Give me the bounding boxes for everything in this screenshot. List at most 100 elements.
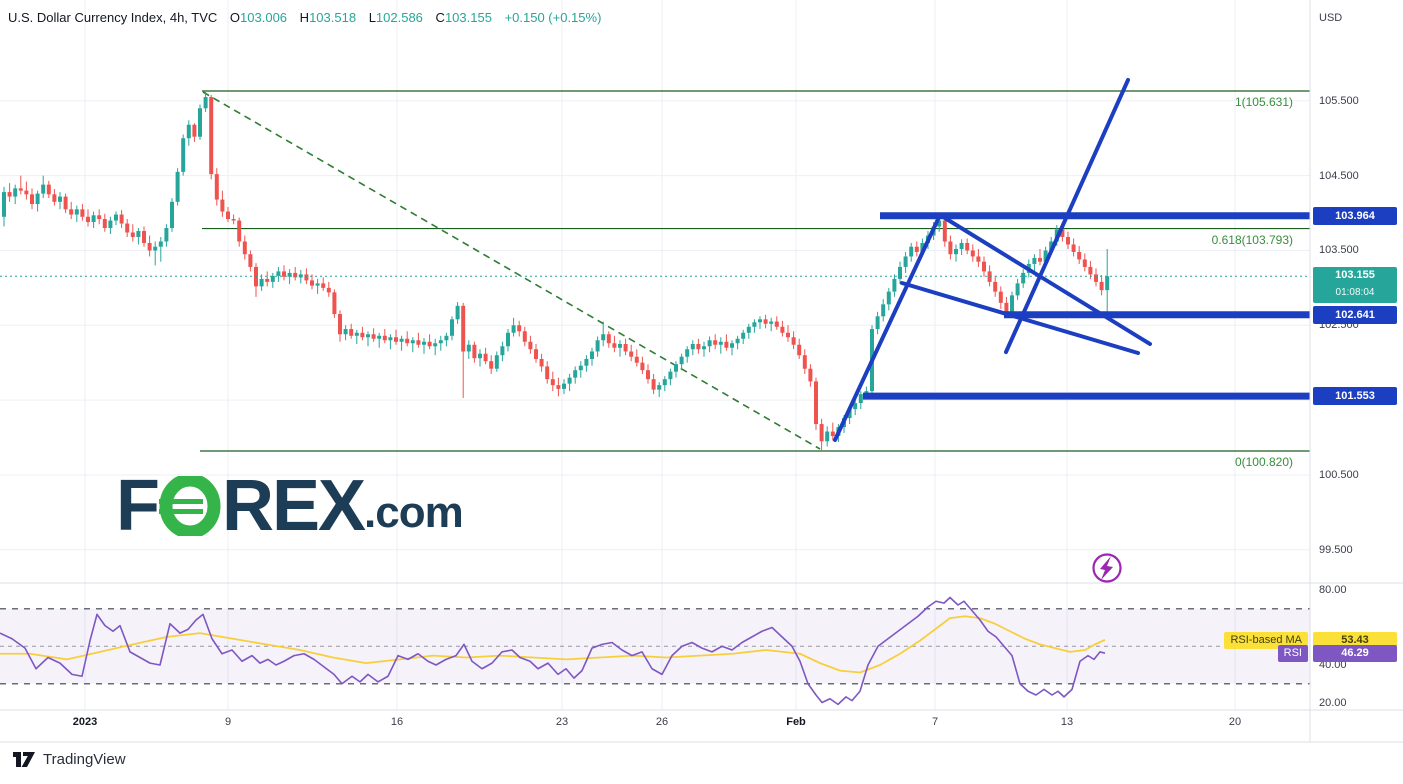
candle-body [696, 344, 701, 350]
rsi-ma-line [0, 615, 1106, 674]
candle-body [892, 278, 897, 292]
trendline[interactable] [1004, 78, 1130, 354]
time-axis-tick: 16 [390, 716, 404, 728]
candle-body [203, 97, 208, 109]
candle-body [130, 232, 135, 237]
candle-body [248, 254, 253, 267]
candle-body [478, 353, 482, 359]
candle-body [668, 371, 673, 380]
candle-body [35, 193, 40, 205]
candle-body [786, 332, 790, 338]
candle-body [735, 338, 740, 344]
time-axis-tick: 20 [1228, 716, 1242, 728]
price-axis-tick: 103.500 [1319, 244, 1359, 257]
candle-body [287, 272, 292, 277]
candle-body [1094, 274, 1098, 282]
candle-body [556, 385, 561, 389]
candle-body [489, 361, 494, 369]
candle-body [1032, 257, 1037, 264]
candle-body [315, 283, 320, 286]
candle-body [1010, 295, 1014, 312]
rsi-label[interactable]: RSI [1277, 645, 1308, 663]
candle-body [405, 338, 410, 344]
candle-body [550, 379, 555, 386]
candle-body [399, 338, 404, 342]
price-axis[interactable]: 105.500 104.500 103.500 102.500 100.500 99.50… [1310, 0, 1403, 742]
time-axis-tick: 7 [931, 716, 939, 728]
candle-body [18, 188, 23, 191]
candle-body [814, 381, 818, 425]
candle-body [354, 332, 359, 336]
candle-body [304, 274, 309, 281]
candle-body [170, 201, 174, 229]
candle-body [993, 281, 998, 292]
candle-body [662, 379, 667, 386]
candle-body [326, 287, 331, 293]
candle-body [954, 248, 958, 255]
candle-body [774, 321, 779, 327]
candle-body [438, 340, 443, 344]
candle-body [86, 216, 90, 223]
symbol-legend[interactable]: U.S. Dollar Currency Index, 4h, TVC O103… [8, 10, 601, 25]
tradingview-logo[interactable]: TradingView [12, 751, 126, 768]
watermark-tld: .com [364, 488, 464, 537]
flash-bolt-icon[interactable] [1100, 556, 1113, 580]
candle-body [91, 215, 96, 223]
candle-body [998, 291, 1003, 303]
candle-body [1021, 272, 1026, 284]
time-axis-tick: 9 [224, 716, 232, 728]
candle-body [651, 379, 656, 390]
candle-body [763, 319, 768, 324]
candle-body [976, 256, 981, 262]
rsi-ma-label[interactable]: RSI-based MA [1224, 631, 1308, 649]
candle-body [825, 431, 830, 442]
candle-body [74, 209, 79, 215]
candle-body [343, 329, 348, 335]
fib-level-label: 0(100.820) [1234, 455, 1293, 469]
trendline[interactable] [833, 213, 942, 442]
candle-body [1077, 251, 1082, 260]
candle-body [724, 341, 729, 348]
candle-body [494, 355, 499, 369]
time-axis-tick: 2023 [72, 716, 98, 728]
candle-body [948, 241, 953, 255]
candle-body [970, 250, 975, 257]
open-value: 103.006 [240, 10, 288, 25]
candle-body [780, 326, 785, 333]
price-badge-mid-support: 102.641 [1313, 305, 1397, 324]
candle-body [847, 409, 852, 419]
candle-body [13, 188, 18, 197]
watermark-f: F [116, 466, 160, 546]
candle-body [830, 431, 835, 437]
candle-body [886, 291, 891, 305]
candle-body [500, 346, 505, 356]
flash-icon[interactable] [1092, 553, 1122, 583]
price-badge-current: 103.155 01:08:04 [1313, 267, 1397, 304]
symbol-title[interactable]: U.S. Dollar Currency Index, 4h, TVC [8, 10, 218, 25]
candle-body [382, 335, 387, 341]
candle-body [612, 343, 617, 348]
candle-body [1043, 250, 1048, 262]
trendline[interactable] [938, 213, 1152, 346]
candle-body [562, 383, 566, 389]
candle-body [63, 196, 68, 210]
price-axis-tick: 105.500 [1319, 94, 1359, 107]
candle-body [875, 316, 880, 330]
candle-body [1066, 236, 1070, 245]
candle-body [433, 343, 438, 347]
candle-body [1004, 302, 1009, 312]
candle-body [119, 214, 124, 224]
price-badge-resistance: 103.964 [1313, 206, 1397, 225]
candle-body [545, 366, 550, 380]
candle-body [30, 194, 34, 205]
dashed-trendline[interactable] [202, 91, 821, 450]
candle-body [1082, 259, 1087, 267]
candle-body [987, 271, 992, 282]
candle-body [80, 209, 85, 217]
candle-body [276, 271, 281, 276]
candle-body [371, 334, 376, 339]
candle-body [209, 97, 214, 175]
candle-body [1088, 266, 1093, 275]
candle-body [338, 314, 342, 335]
